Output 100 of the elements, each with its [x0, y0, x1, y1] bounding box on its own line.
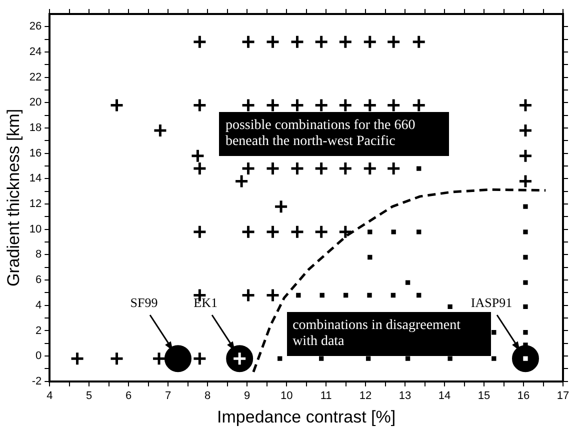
x-tick-label: 11: [320, 390, 332, 402]
y-tick-label: 10: [29, 223, 42, 236]
point: [152, 123, 168, 138]
point: [266, 98, 280, 112]
point: [362, 34, 378, 50]
point: [290, 34, 304, 50]
x-tick-label: 14: [438, 390, 451, 402]
point: [314, 224, 329, 240]
point: [523, 330, 528, 335]
y-tick-label: 2: [36, 324, 42, 337]
annotation: EK1: [194, 294, 218, 310]
point: [405, 280, 410, 285]
point: [366, 356, 371, 361]
point: [518, 98, 533, 112]
point: [164, 345, 192, 372]
y-tick-label: 20: [29, 96, 42, 109]
point: [70, 351, 85, 366]
point: [412, 98, 426, 112]
point: [190, 148, 205, 164]
point: [448, 356, 452, 361]
y-tick-label: 8: [36, 248, 42, 261]
point: [314, 98, 329, 112]
point: [386, 161, 401, 176]
y-tick-label: 24: [29, 46, 42, 58]
x-axis-title: Impedance contrast [%]: [217, 407, 396, 426]
point: [192, 161, 207, 176]
point: [110, 98, 124, 112]
point: [234, 174, 249, 188]
y-tick-label: 16: [29, 147, 42, 160]
point: [367, 292, 372, 298]
point: [416, 230, 422, 234]
y-tick-label: 12: [29, 198, 42, 210]
x-tick-label: 17: [556, 390, 570, 402]
point: [338, 224, 353, 240]
point: [274, 199, 288, 214]
x-tick-label: 5: [86, 390, 92, 402]
x-tick-label: 16: [517, 390, 530, 402]
point: [518, 123, 533, 138]
y-tick-label: 6: [36, 274, 42, 286]
y-tick-label: -2: [32, 375, 42, 388]
annotation: combinations in disagreement with data: [286, 312, 491, 356]
point: [416, 292, 422, 298]
x-tick-label: 15: [478, 390, 490, 402]
point: [343, 292, 348, 298]
annotation: SF99: [130, 294, 158, 310]
point: [290, 161, 304, 176]
y-tick-label: 14: [29, 172, 42, 185]
y-tick-label: 4: [36, 299, 42, 312]
x-tick-label: 10: [280, 390, 293, 402]
point: [512, 345, 539, 372]
point: [241, 34, 256, 50]
point: [241, 288, 256, 302]
point: [320, 292, 324, 298]
point: [362, 161, 378, 176]
point: [405, 356, 410, 361]
point: [192, 98, 207, 112]
point: [338, 34, 353, 50]
y-tick-label: 18: [29, 122, 42, 134]
point: [523, 356, 528, 361]
point: [110, 351, 124, 366]
point: [266, 288, 280, 302]
point: [386, 34, 401, 50]
point: [266, 224, 280, 240]
x-tick-label: 6: [126, 390, 132, 402]
point: [390, 292, 396, 298]
point: [448, 304, 452, 309]
point: [523, 230, 528, 234]
y-tick-label: 22: [29, 71, 42, 84]
point: [266, 34, 280, 50]
point: [278, 356, 282, 361]
x-tick-label: 13: [398, 390, 412, 402]
point: [192, 34, 207, 50]
point: [318, 356, 324, 361]
x-tick-label: 12: [359, 390, 372, 402]
point: [523, 254, 528, 260]
point: [416, 166, 422, 171]
x-tick-label: 7: [165, 390, 172, 402]
point: [391, 230, 396, 234]
point: [266, 161, 280, 176]
y-axis-title: Gradient thickness [km]: [4, 108, 23, 287]
point: [296, 292, 301, 298]
point: [523, 204, 528, 209]
point: [362, 98, 378, 112]
point: [338, 98, 353, 112]
annotation: IASP91: [470, 294, 512, 310]
y-tick-label: 0: [36, 350, 42, 362]
point: [290, 224, 304, 240]
point: [386, 98, 401, 112]
point: [290, 98, 304, 112]
x-tick-label: 4: [46, 390, 53, 402]
point: [192, 351, 207, 366]
point: [518, 148, 533, 164]
point: [241, 98, 256, 112]
point: [368, 230, 372, 234]
point: [192, 224, 207, 240]
point: [241, 161, 256, 176]
point: [523, 304, 528, 309]
point: [492, 330, 496, 335]
point: [368, 254, 372, 260]
point: [314, 34, 329, 50]
